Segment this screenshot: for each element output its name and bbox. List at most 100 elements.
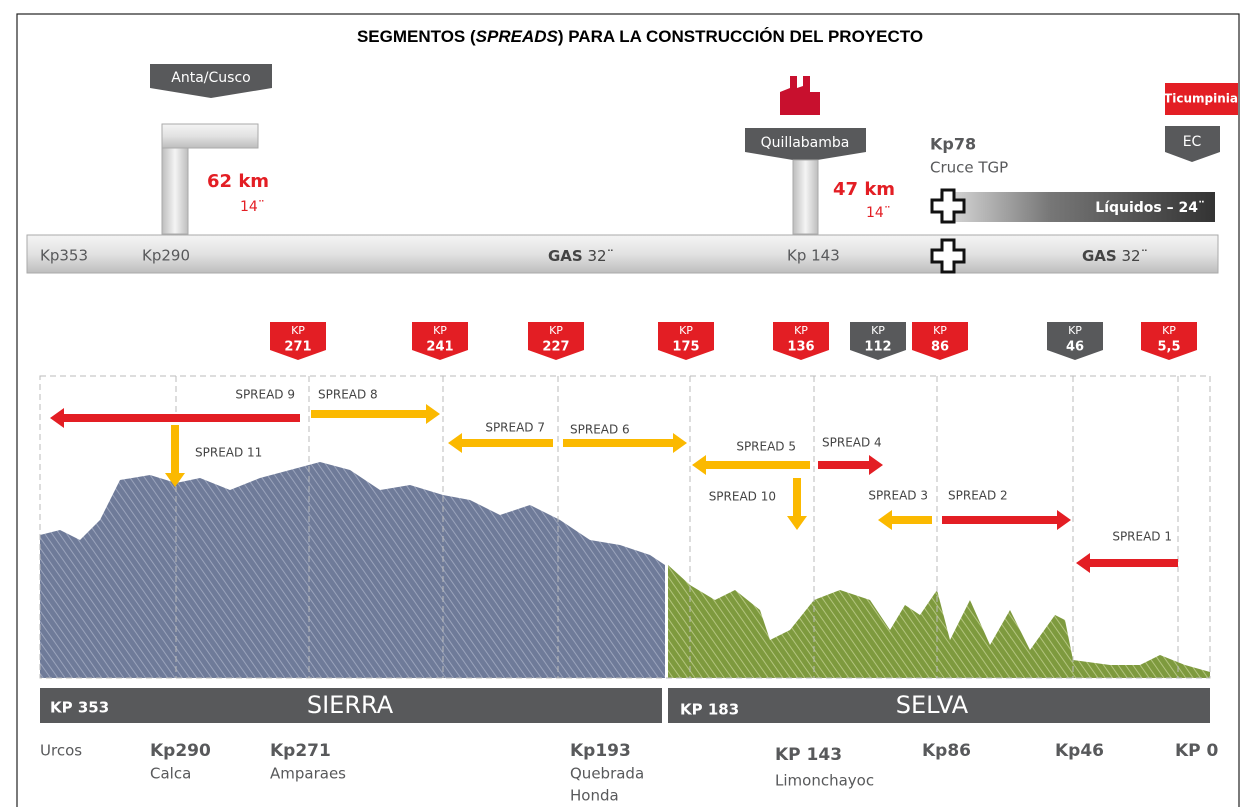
banner-text: EC (1183, 134, 1202, 150)
place-kp: Kp290 (150, 741, 211, 761)
pipe (161, 145, 189, 235)
place-name: Limonchayoc (775, 772, 874, 790)
spread-arrow (448, 433, 553, 453)
spread-arrow (1076, 553, 1178, 573)
kp-marker-value: 136 (787, 340, 814, 355)
place-kp: Kp86 (922, 741, 971, 761)
kp-marker-value: 46 (1066, 340, 1084, 355)
kp-marker-label: KP (679, 324, 693, 337)
kp-marker (850, 322, 906, 360)
spread-label: SPREAD 9 (235, 388, 295, 402)
kp-marker-value: 271 (284, 340, 311, 355)
distance: 62 km (207, 171, 269, 192)
place-name: Amparaes (270, 765, 346, 783)
kp-marker (1047, 322, 1103, 360)
region-bar (668, 688, 1210, 723)
region-kp: KP 353 (50, 699, 109, 717)
kp-marker (1141, 322, 1197, 360)
region-name: SIERRA (307, 691, 394, 719)
spread-arrow (942, 510, 1071, 530)
terrain-selva (668, 565, 1210, 678)
kp-marker-label: KP (549, 324, 563, 337)
region-kp: KP 183 (680, 701, 739, 719)
banner-text: Anta/Cusco (171, 70, 250, 86)
place-kp: Kp193 (570, 741, 631, 761)
spread-arrow (563, 433, 687, 453)
spread-label: SPREAD 1 (1112, 530, 1172, 544)
grid-frame (39, 375, 1211, 679)
place-kp: KP 143 (775, 745, 842, 765)
spread-label: SPREAD 6 (570, 423, 630, 437)
kp-marker-value: 112 (864, 340, 891, 355)
spread-label: SPREAD 5 (736, 440, 796, 454)
banner (1165, 126, 1220, 162)
spread-label: SPREAD 3 (868, 489, 928, 503)
pipe-label: GAS 32¨ (548, 247, 614, 265)
place-name: Calca (150, 765, 191, 783)
spread-label: SPREAD 8 (318, 388, 378, 402)
pipe-label: Kp290 (142, 247, 190, 265)
banner (150, 64, 272, 98)
pipe-label: Kp 143 (787, 247, 840, 265)
region-name: SELVA (896, 691, 969, 719)
spread-label: SPREAD 10 (709, 490, 776, 504)
kp-marker-label: KP (1162, 324, 1176, 337)
kp-marker-label: KP (794, 324, 808, 337)
liquids-label: Líquidos – 24¨ (1095, 200, 1205, 216)
main-pipe (26, 234, 1219, 274)
kp-marker (270, 322, 326, 360)
pipe (161, 123, 259, 149)
spread-label: SPREAD 2 (948, 489, 1008, 503)
spread-arrow (878, 510, 932, 530)
factory-icon (780, 76, 820, 115)
kp-marker-label: KP (291, 324, 305, 337)
distance: 47 km (833, 179, 895, 200)
cross-icon (930, 238, 966, 274)
spread-arrow (165, 425, 185, 487)
frame (16, 13, 1240, 807)
kp-label: Kp78 (930, 135, 976, 154)
place-kp: Urcos (40, 742, 82, 760)
terrain-sierra (40, 462, 665, 678)
kp-marker (773, 322, 829, 360)
liquids-pipe (940, 192, 1215, 222)
pipe-label: GAS 32¨ (1082, 247, 1148, 265)
spread-arrow (818, 455, 883, 475)
kp-marker-value: 241 (426, 340, 453, 355)
spread-arrow (692, 455, 810, 475)
spread-label: SPREAD 4 (822, 436, 882, 450)
place-name: Honda (570, 787, 619, 805)
label-text: Ticumpinia (1164, 92, 1238, 106)
spread-label: SPREAD 11 (195, 446, 262, 460)
label-box (1165, 83, 1238, 115)
kp-marker-value: 5,5 (1157, 340, 1180, 355)
kp-marker-label: KP (871, 324, 885, 337)
spread-arrow (311, 404, 440, 424)
place-kp: KP 0 (1175, 741, 1219, 761)
kp-marker-label: KP (1068, 324, 1082, 337)
kp-marker-label: KP (433, 324, 447, 337)
kp-marker-value: 175 (672, 340, 699, 355)
place-kp: Kp271 (270, 741, 331, 761)
spread-arrow (50, 408, 300, 428)
banner (745, 128, 866, 162)
kp-marker-value: 86 (931, 340, 949, 355)
kp-marker-label: KP (933, 324, 947, 337)
place-kp: Kp46 (1055, 741, 1104, 761)
kp-marker (412, 322, 468, 360)
kp-marker (658, 322, 714, 360)
title: SEGMENTOS (SPREADS) PARA LA CONSTRUCCIÓN… (357, 27, 923, 46)
spread-label: SPREAD 7 (485, 421, 545, 435)
place-name: Quebrada (570, 765, 644, 783)
pipe (792, 159, 819, 235)
diameter: 14¨ (866, 205, 891, 221)
pipe-label: Kp353 (40, 247, 88, 265)
kp-place: Cruce TGP (930, 159, 1008, 177)
region-bar (40, 688, 662, 723)
kp-marker (528, 322, 584, 360)
cross-icon (930, 188, 966, 224)
diameter: 14¨ (240, 199, 265, 215)
banner-text: Quillabamba (761, 135, 850, 151)
kp-marker-value: 227 (542, 340, 569, 355)
